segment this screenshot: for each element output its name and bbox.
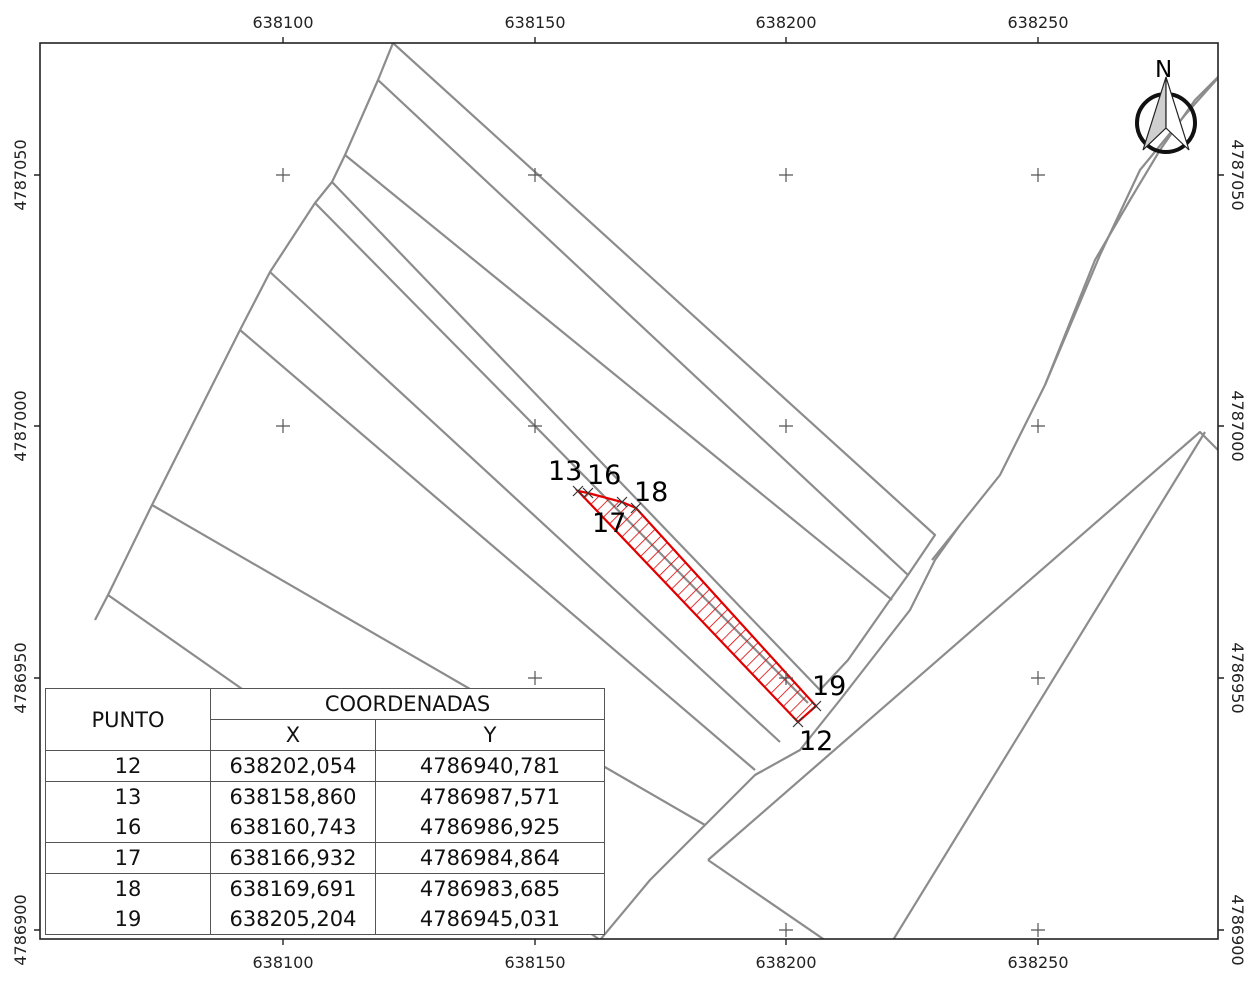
- svg-text:638200: 638200: [755, 13, 816, 32]
- grid-crosses: [276, 168, 1045, 937]
- y-axis-labels-right: 4787050 4787000 4786950 4786900: [1228, 139, 1247, 965]
- north-label: N: [1155, 57, 1172, 83]
- svg-text:4786900: 4786900: [1228, 894, 1247, 965]
- point-label-19: 19: [812, 671, 846, 702]
- point-label-13: 13: [548, 456, 582, 487]
- header-punto: PUNTO: [45, 688, 211, 751]
- header-coordenadas: COORDENADAS: [210, 688, 605, 720]
- point-labels: 13 16 18 17 19 12: [548, 456, 846, 757]
- coordinates-table: PUNTO COORDENADAS X Y 12 638202,054 4786…: [45, 688, 605, 935]
- point-label-16: 16: [587, 460, 621, 491]
- y-axis-labels-left: 4787050 4787000 4786950 4786900: [11, 139, 30, 965]
- table-row: 17 638166,932 4786984,864: [45, 842, 605, 874]
- svg-text:4786900: 4786900: [11, 894, 30, 965]
- svg-text:638200: 638200: [755, 953, 816, 972]
- table-row: 18 638169,691 4786983,685: [45, 873, 605, 904]
- table-row: 19 638205,204 4786945,031: [45, 904, 605, 935]
- svg-text:4786950: 4786950: [11, 642, 30, 713]
- frame-ticks: [34, 37, 1224, 945]
- parcel-boundaries: [94, 43, 1218, 939]
- svg-text:638150: 638150: [504, 13, 565, 32]
- svg-text:4786950: 4786950: [1228, 642, 1247, 713]
- header-x: X: [210, 719, 376, 751]
- table-row: 16 638160,743 4786986,925: [45, 812, 605, 843]
- svg-text:4787050: 4787050: [11, 139, 30, 210]
- map-frame: [39, 42, 1219, 940]
- svg-text:638250: 638250: [1007, 13, 1068, 32]
- point-markers: [572, 485, 822, 728]
- north-arrow-icon: N: [1135, 57, 1197, 154]
- table-row: 12 638202,054 4786940,781: [45, 750, 605, 782]
- svg-text:4787000: 4787000: [1228, 390, 1247, 461]
- svg-text:638100: 638100: [252, 13, 313, 32]
- x-axis-labels-bottom: 638100 638150 638200 638250: [252, 953, 1068, 972]
- svg-text:638100: 638100: [252, 953, 313, 972]
- svg-text:638150: 638150: [504, 953, 565, 972]
- table-row: 13 638158,860 4786987,571: [45, 781, 605, 812]
- header-y: Y: [375, 719, 605, 751]
- svg-text:638250: 638250: [1007, 953, 1068, 972]
- point-label-17: 17: [592, 508, 626, 539]
- svg-text:4787000: 4787000: [11, 390, 30, 461]
- svg-text:4787050: 4787050: [1228, 139, 1247, 210]
- x-axis-labels-top: 638100 638150 638200 638250: [252, 13, 1068, 32]
- point-label-12: 12: [799, 726, 833, 757]
- point-label-18: 18: [634, 477, 668, 508]
